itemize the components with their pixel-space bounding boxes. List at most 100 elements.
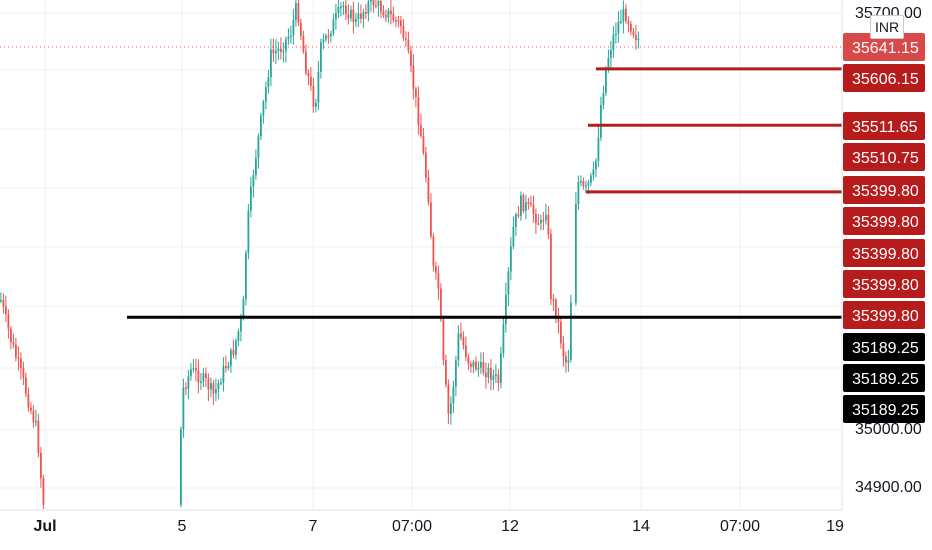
- candle-body: [420, 125, 422, 136]
- price-tag-label: 35510.75: [852, 150, 919, 167]
- candle-body: [555, 299, 557, 318]
- candle-body: [335, 13, 337, 20]
- candle-body: [590, 175, 592, 183]
- candle-body: [452, 386, 455, 404]
- price-tag-label: 35189.25: [852, 371, 919, 388]
- candle-body: [370, 0, 372, 2]
- candle-body: [480, 362, 482, 368]
- candle-body: [602, 92, 605, 106]
- candle-body: [622, 8, 625, 22]
- price-tag: [843, 112, 925, 140]
- candle-body: [180, 429, 182, 505]
- candle-body: [347, 14, 350, 19]
- candle-body: [450, 403, 452, 414]
- candle-body: [187, 376, 190, 389]
- currency-badge[interactable]: INR: [870, 15, 904, 39]
- candle-body: [352, 9, 355, 22]
- candle-body: [442, 319, 445, 361]
- candle-body: [532, 204, 535, 214]
- time-axis[interactable]: Jul 5 7 07:00 12 14 07:00 19: [33, 518, 844, 535]
- price-tags: 35641.15 35606.15 35511.65 35510.75 35399.80…: [843, 33, 925, 423]
- candle-body: [400, 20, 402, 26]
- support-resistance-lines[interactable]: [127, 67, 842, 319]
- candle-body: [410, 50, 412, 66]
- price-tag-label: 35399.80: [852, 277, 919, 294]
- price-tag: [843, 395, 925, 423]
- candle-body: [585, 185, 587, 187]
- candle-body: [205, 373, 207, 379]
- candle-body: [437, 272, 440, 289]
- price-axis[interactable]: 35700.00 35000.00 34900.00: [855, 5, 922, 496]
- candle-body: [270, 49, 272, 78]
- candle-body: [182, 387, 185, 430]
- candle-body: [330, 33, 332, 37]
- candle-body: [430, 202, 432, 237]
- candle-body: [360, 13, 362, 19]
- candle-body: [562, 343, 565, 357]
- candle-body: [20, 358, 22, 369]
- candle-body: [355, 18, 357, 22]
- candle-body: [395, 20, 397, 22]
- candle-body: [242, 299, 245, 319]
- candle-body: [615, 33, 617, 36]
- candle-body: [620, 21, 622, 24]
- candle-body: [482, 362, 485, 373]
- candle-body: [542, 219, 545, 222]
- candle-body: [312, 85, 315, 107]
- candle-body: [552, 299, 555, 301]
- candle-body: [472, 361, 475, 367]
- candle-body: [240, 318, 242, 332]
- candle-body: [402, 25, 405, 39]
- candle-body: [7, 314, 10, 329]
- candle-body: [457, 333, 460, 361]
- candle-body: [470, 363, 472, 367]
- candle-body: [372, 0, 375, 6]
- candle-body: [385, 15, 387, 18]
- candle-body: [380, 0, 382, 12]
- candle-body: [267, 77, 270, 88]
- candle-body: [460, 333, 462, 338]
- candle-body: [407, 39, 410, 51]
- candle-body: [245, 252, 247, 300]
- candle-body: [212, 383, 215, 394]
- candle-body: [257, 136, 260, 158]
- price-tag-label: 35189.25: [852, 402, 919, 419]
- candle-body: [215, 389, 217, 394]
- candle-body: [210, 383, 212, 390]
- x-tick-label: Jul: [33, 518, 56, 535]
- candle-body: [265, 87, 267, 102]
- candle-body: [465, 345, 467, 357]
- x-tick-label: 12: [501, 518, 519, 535]
- candle-body: [345, 5, 347, 15]
- candle-body: [637, 38, 640, 41]
- candle-body: [325, 35, 327, 40]
- candle-body: [255, 157, 257, 175]
- candle-body: [322, 39, 325, 43]
- candle-body: [502, 324, 505, 354]
- candle-body: [625, 8, 627, 22]
- price-tag-label: 35189.25: [852, 340, 919, 357]
- candle-body: [607, 57, 610, 69]
- price-tag: [843, 364, 925, 392]
- candle-body: [0, 299, 2, 302]
- candle-body: [580, 181, 582, 183]
- candle-body: [565, 356, 567, 363]
- candle-body: [515, 214, 517, 227]
- price-tag-label: 35399.80: [852, 214, 919, 231]
- candle-body: [275, 50, 277, 54]
- price-tag-label: 35399.80: [852, 246, 919, 263]
- candle-body: [567, 360, 570, 363]
- candle-body: [192, 368, 195, 370]
- candle-body: [305, 51, 307, 74]
- candle-body: [600, 105, 602, 138]
- candle-body: [225, 366, 227, 369]
- x-tick-label: 5: [178, 518, 187, 535]
- candle-body: [362, 12, 365, 19]
- candle-body: [610, 50, 612, 58]
- candle-body: [315, 102, 317, 107]
- candle-body: [350, 9, 352, 19]
- candle-body: [500, 353, 502, 383]
